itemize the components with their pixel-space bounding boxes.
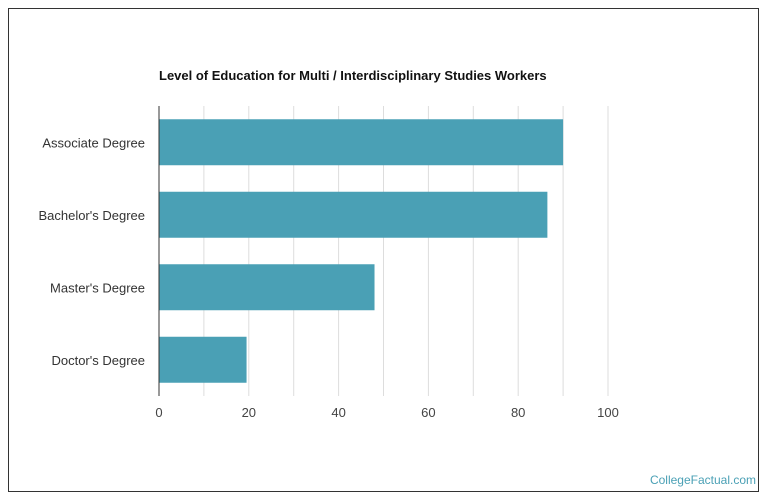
x-tick-label: 100 [597,405,619,420]
category-label: Bachelor's Degree [38,208,145,223]
category-label: Master's Degree [50,280,145,295]
category-label: Doctor's Degree [51,353,145,368]
x-tick-label: 80 [511,405,525,420]
bar [159,264,375,311]
x-tick-label: 60 [421,405,435,420]
category-label: Associate Degree [42,135,145,150]
bar [159,336,247,383]
x-tick-label: 20 [242,405,256,420]
bar [159,191,548,238]
credit-link[interactable]: CollegeFactual.com [649,473,756,487]
x-tick-label: 40 [331,405,345,420]
bar [159,119,564,166]
chart-title: Level of Education for Multi / Interdisc… [159,68,547,83]
x-tick-label: 0 [155,405,162,420]
